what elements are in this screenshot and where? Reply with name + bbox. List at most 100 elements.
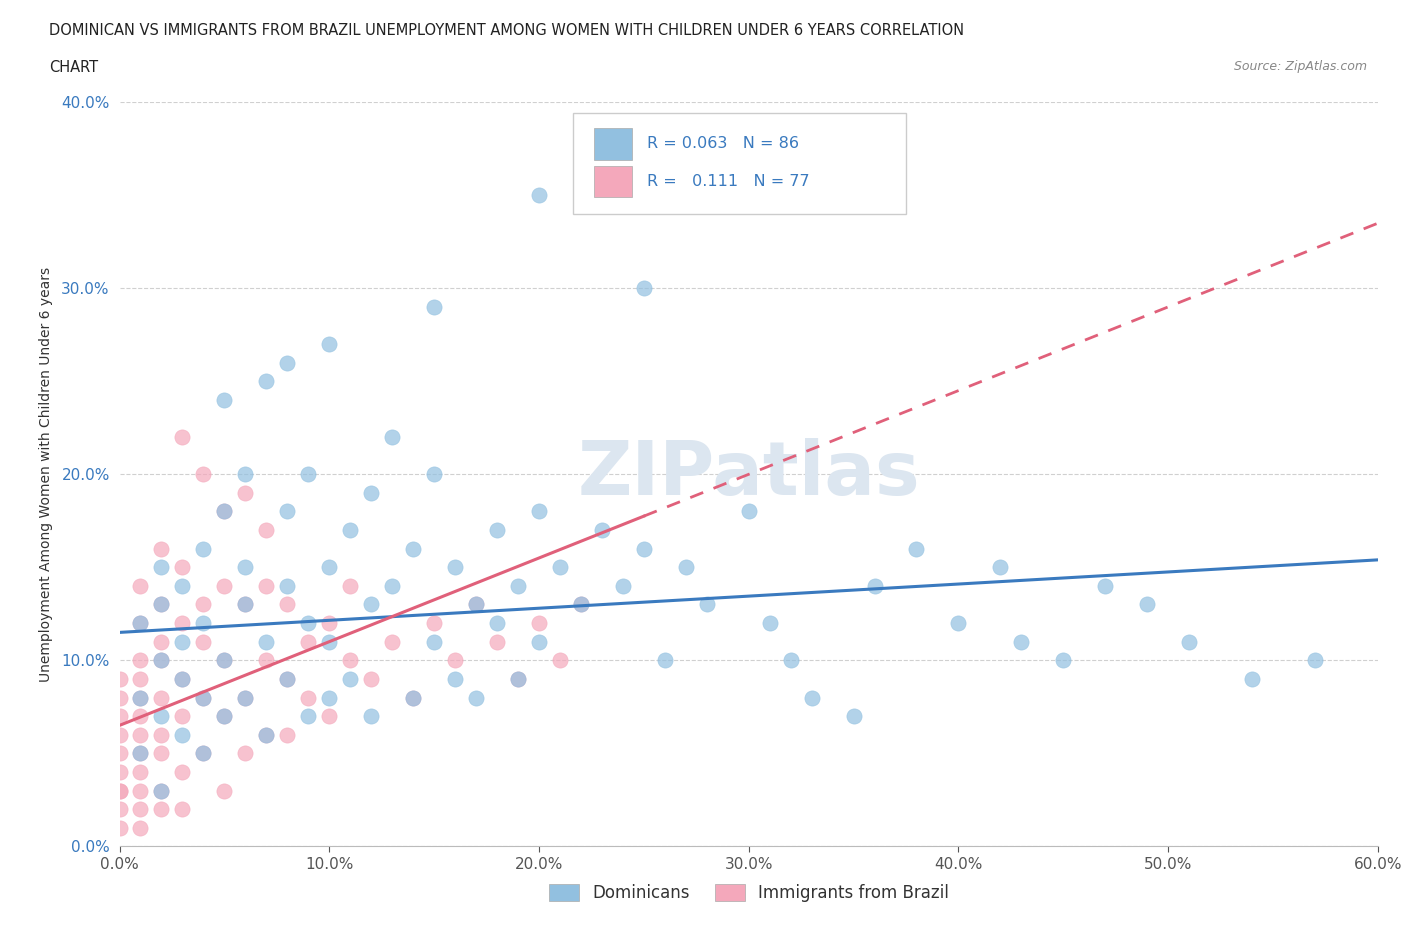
Point — [444, 671, 467, 686]
Point — [506, 578, 529, 593]
Point — [612, 578, 634, 593]
Point — [254, 727, 277, 742]
Point — [150, 727, 173, 742]
Point — [1303, 653, 1326, 668]
Point — [129, 690, 152, 705]
Point — [863, 578, 886, 593]
Point — [360, 709, 382, 724]
Point — [129, 764, 152, 779]
Point — [150, 653, 173, 668]
Point — [108, 783, 131, 798]
Point — [779, 653, 801, 668]
FancyBboxPatch shape — [593, 166, 631, 197]
Point — [339, 523, 361, 538]
Point — [233, 690, 256, 705]
Text: ZIPatlas: ZIPatlas — [578, 438, 920, 511]
Point — [633, 541, 655, 556]
Point — [423, 634, 446, 649]
Point — [423, 467, 446, 482]
Point — [172, 709, 194, 724]
Point — [1178, 634, 1201, 649]
Y-axis label: Unemployment Among Women with Children Under 6 years: Unemployment Among Women with Children U… — [39, 267, 53, 682]
Point — [696, 597, 718, 612]
Point — [276, 671, 298, 686]
Point — [423, 616, 446, 631]
Point — [108, 820, 131, 835]
Point — [233, 467, 256, 482]
Point — [486, 616, 509, 631]
Point — [318, 616, 340, 631]
Text: R = 0.063   N = 86: R = 0.063 N = 86 — [647, 137, 799, 152]
Point — [276, 727, 298, 742]
Point — [402, 541, 425, 556]
Point — [465, 597, 488, 612]
Point — [1241, 671, 1264, 686]
Point — [233, 746, 256, 761]
Point — [360, 485, 382, 500]
Point — [193, 746, 215, 761]
Point — [381, 578, 404, 593]
Point — [276, 671, 298, 686]
Point — [402, 690, 425, 705]
Point — [1094, 578, 1116, 593]
Point — [214, 504, 236, 519]
Point — [214, 392, 236, 407]
Point — [172, 671, 194, 686]
Point — [254, 634, 277, 649]
Point — [172, 764, 194, 779]
Point — [297, 634, 319, 649]
Point — [214, 504, 236, 519]
Point — [737, 504, 759, 519]
Point — [129, 802, 152, 817]
Legend: Dominicans, Immigrants from Brazil: Dominicans, Immigrants from Brazil — [541, 877, 956, 909]
Point — [254, 727, 277, 742]
Point — [129, 709, 152, 724]
Point — [214, 653, 236, 668]
Point — [193, 634, 215, 649]
Point — [150, 560, 173, 575]
Text: DOMINICAN VS IMMIGRANTS FROM BRAZIL UNEMPLOYMENT AMONG WOMEN WITH CHILDREN UNDER: DOMINICAN VS IMMIGRANTS FROM BRAZIL UNEM… — [49, 23, 965, 38]
Point — [276, 355, 298, 370]
Point — [654, 653, 676, 668]
Point — [193, 541, 215, 556]
Point — [150, 541, 173, 556]
Point — [360, 671, 382, 686]
Point — [193, 690, 215, 705]
Point — [842, 709, 865, 724]
Point — [150, 802, 173, 817]
Point — [254, 523, 277, 538]
Point — [465, 690, 488, 705]
Point — [172, 802, 194, 817]
Point — [214, 709, 236, 724]
Point — [990, 560, 1012, 575]
Point — [108, 764, 131, 779]
Text: CHART: CHART — [49, 60, 98, 75]
Point — [129, 746, 152, 761]
Point — [193, 746, 215, 761]
Point — [527, 616, 550, 631]
Point — [108, 746, 131, 761]
Point — [172, 727, 194, 742]
Point — [150, 746, 173, 761]
Point — [675, 560, 697, 575]
Point — [548, 560, 571, 575]
Point — [150, 783, 173, 798]
Text: R =   0.111   N = 77: R = 0.111 N = 77 — [647, 174, 810, 189]
Point — [254, 374, 277, 389]
Point — [129, 671, 152, 686]
Point — [444, 560, 467, 575]
Point — [318, 634, 340, 649]
Point — [486, 634, 509, 649]
Point — [339, 671, 361, 686]
Point — [172, 671, 194, 686]
Point — [569, 597, 592, 612]
Text: Source: ZipAtlas.com: Source: ZipAtlas.com — [1233, 60, 1367, 73]
Point — [318, 560, 340, 575]
Point — [254, 578, 277, 593]
Point — [129, 616, 152, 631]
Point — [150, 653, 173, 668]
Point — [444, 653, 467, 668]
Point — [129, 616, 152, 631]
Point — [381, 430, 404, 445]
Point — [233, 597, 256, 612]
